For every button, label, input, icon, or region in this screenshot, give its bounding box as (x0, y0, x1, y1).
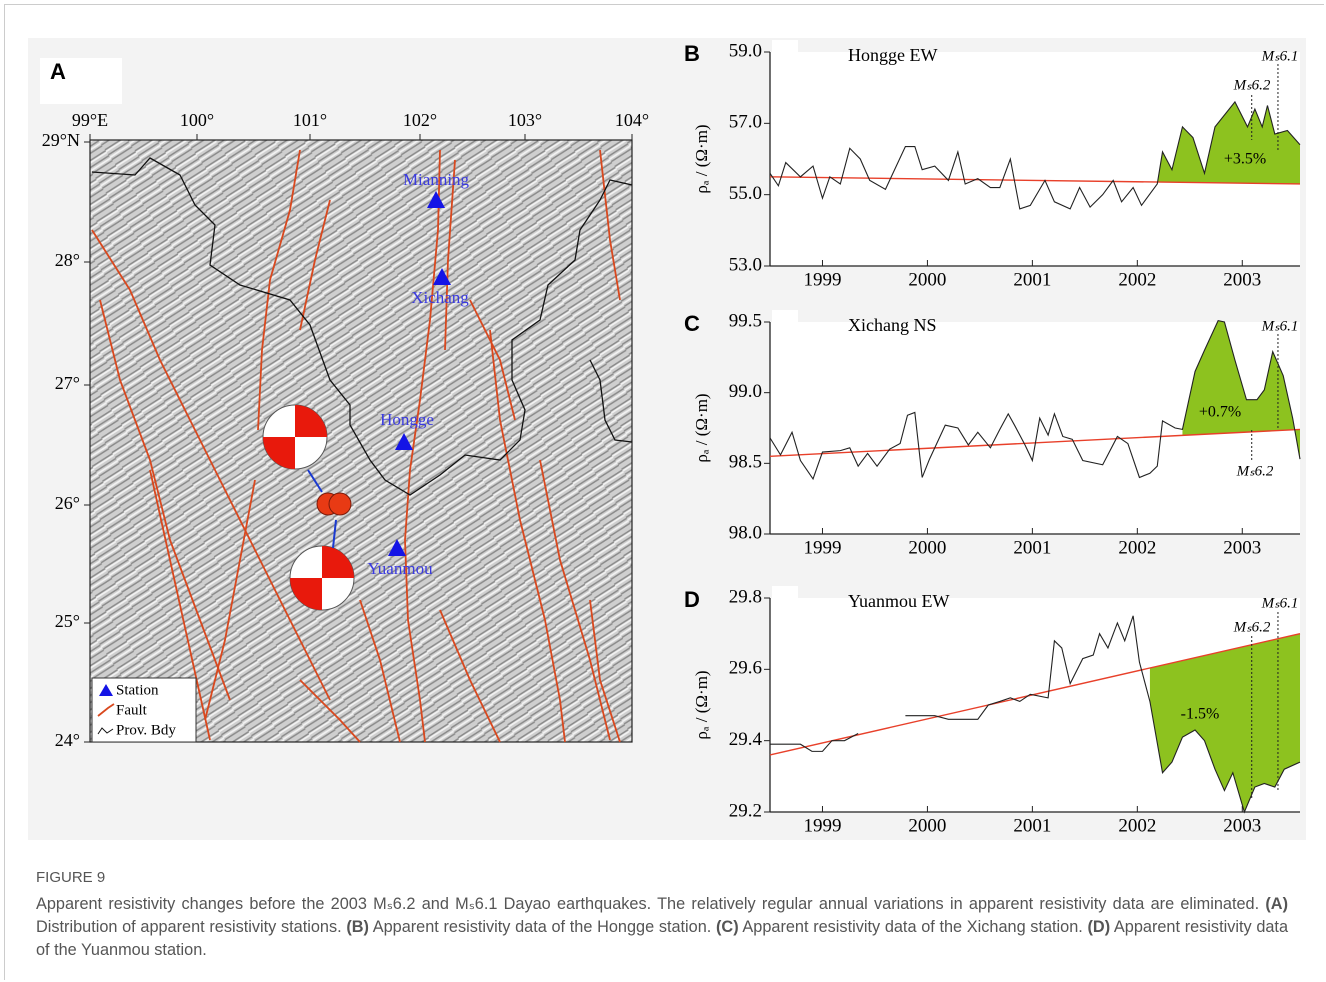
x-tick-label: 1999 (803, 537, 841, 558)
x-tick-label: 2000 (908, 537, 946, 558)
x-tick-label: 2003 (1223, 269, 1261, 290)
station-markers (388, 191, 451, 556)
relief-map (89, 139, 633, 743)
y-axis-label: ρₐ / (Ω·m) (692, 670, 711, 739)
annotation: +0.7% (1199, 404, 1241, 421)
caption-text: Apparent resistivity data of the Yuanmou… (36, 918, 1289, 959)
figure: A Mianning Xichang Ho (28, 38, 1306, 840)
shaded-area (1157, 101, 1300, 184)
map-x-label: 103° (508, 110, 542, 130)
map-y-label: 24° (55, 730, 80, 750)
province-boundary (91, 157, 633, 496)
x-tick-label: 2002 (1118, 537, 1156, 558)
legend-label: Station (116, 682, 159, 698)
map-y-label: 27° (55, 373, 80, 393)
x-tick-label: 2001 (1013, 269, 1051, 290)
event-label: Mₛ6.2 (1236, 463, 1274, 479)
event-label: Mₛ6.2 (1233, 77, 1271, 93)
y-axis-label: ρₐ / (Ω·m) (692, 124, 711, 193)
caption-text: Apparent resistivity data of the Hongge … (372, 918, 712, 936)
panel-letter: C (684, 311, 700, 336)
station-label: Yuanmou (367, 559, 433, 578)
y-tick-label: 29.6 (729, 658, 762, 679)
shaded-area (1182, 320, 1300, 460)
event-label: Mₛ6.1 (1261, 595, 1299, 611)
panel-letter: D (684, 587, 700, 612)
data-line (769, 100, 1301, 210)
station-label: Mianning (403, 170, 470, 189)
map-y-label: 28° (55, 250, 80, 270)
y-tick-label: 53.0 (729, 254, 762, 275)
x-tick-label: 2001 (1013, 537, 1051, 558)
map-x-label: 104° (615, 110, 649, 130)
y-tick-label: 98.0 (729, 522, 762, 543)
map-panel: A Mianning Xichang Ho (40, 58, 633, 743)
y-tick-label: 29.8 (729, 586, 762, 607)
data-line (770, 615, 1301, 814)
station-label: Xichang (411, 288, 469, 307)
station-labels: Mianning Xichang Hongge Yuanmou (367, 170, 469, 578)
x-tick-label: 2000 (908, 269, 946, 290)
caption-label: FIGURE 9 (36, 869, 106, 886)
map-x-label: 100° (180, 110, 214, 130)
x-tick-label: 2001 (1013, 815, 1051, 836)
x-tick-label: 2002 (1118, 815, 1156, 836)
x-tick-label: 2003 (1223, 537, 1261, 558)
event-label: Mₛ6.1 (1261, 48, 1299, 64)
map-x-label: 102° (403, 110, 437, 130)
map-x-label: 99°E (72, 110, 108, 130)
annotation: +3.5% (1224, 151, 1266, 168)
shaded-area (1149, 633, 1300, 812)
caption-items: (A) Distribution of apparent resistivity… (36, 895, 1288, 959)
caption: FIGURE 9 Apparent resistivity changes be… (36, 866, 1288, 962)
trend-line (769, 632, 1301, 756)
data-line (769, 319, 1301, 481)
x-tick-label: 2003 (1223, 815, 1261, 836)
event-label: Mₛ6.1 (1261, 318, 1299, 334)
y-tick-label: 57.0 (729, 112, 762, 133)
label-box (772, 586, 798, 610)
legend-label: Prov. Bdy (116, 722, 176, 738)
caption-tag: (A) (1265, 895, 1288, 913)
map-y-label: 26° (55, 493, 80, 513)
x-tick-label: 2000 (908, 815, 946, 836)
x-tick-label: 1999 (803, 269, 841, 290)
trend-line (769, 176, 1301, 185)
caption-tag: (D) (1087, 918, 1111, 936)
y-tick-label: 29.2 (729, 800, 762, 821)
caption-intro: Apparent resistivity changes before the … (36, 895, 1260, 913)
frame (4, 4, 1324, 980)
focal-mechanisms (262, 404, 355, 611)
y-tick-label: 98.5 (729, 452, 762, 473)
legend-label: Fault (116, 702, 148, 718)
faults (91, 149, 621, 743)
panel-letter: A (50, 59, 66, 84)
panel-letter: B (684, 41, 700, 66)
y-tick-label: 99.5 (729, 310, 762, 331)
y-tick-label: 59.0 (729, 40, 762, 61)
map-x-label: 101° (293, 110, 327, 130)
caption-tag: (B) (346, 918, 369, 936)
label-box (772, 40, 798, 64)
map-y-label: 25° (55, 611, 80, 631)
x-tick-label: 2002 (1118, 269, 1156, 290)
label-box (40, 58, 122, 104)
annotation: -1.5% (1181, 706, 1220, 723)
chart-title: Xichang NS (848, 315, 937, 335)
label-box (772, 310, 798, 334)
event-label: Mₛ6.2 (1233, 619, 1271, 635)
caption-tag: (C) (716, 918, 739, 936)
caption-text: Distribution of apparent resistivity sta… (36, 918, 342, 936)
caption-text: Apparent resistivity data of the Xichang… (742, 918, 1083, 936)
x-tick-label: 1999 (803, 815, 841, 836)
map-y-label: 29°N (42, 130, 80, 150)
chart-title: Hongge EW (848, 45, 937, 65)
y-tick-label: 55.0 (729, 183, 762, 204)
y-tick-label: 29.4 (729, 729, 763, 750)
y-axis-label: ρₐ / (Ω·m) (692, 393, 711, 462)
station-label: Hongge (380, 410, 434, 429)
chart-title: Yuanmou EW (848, 591, 949, 611)
y-tick-label: 99.0 (729, 381, 762, 402)
